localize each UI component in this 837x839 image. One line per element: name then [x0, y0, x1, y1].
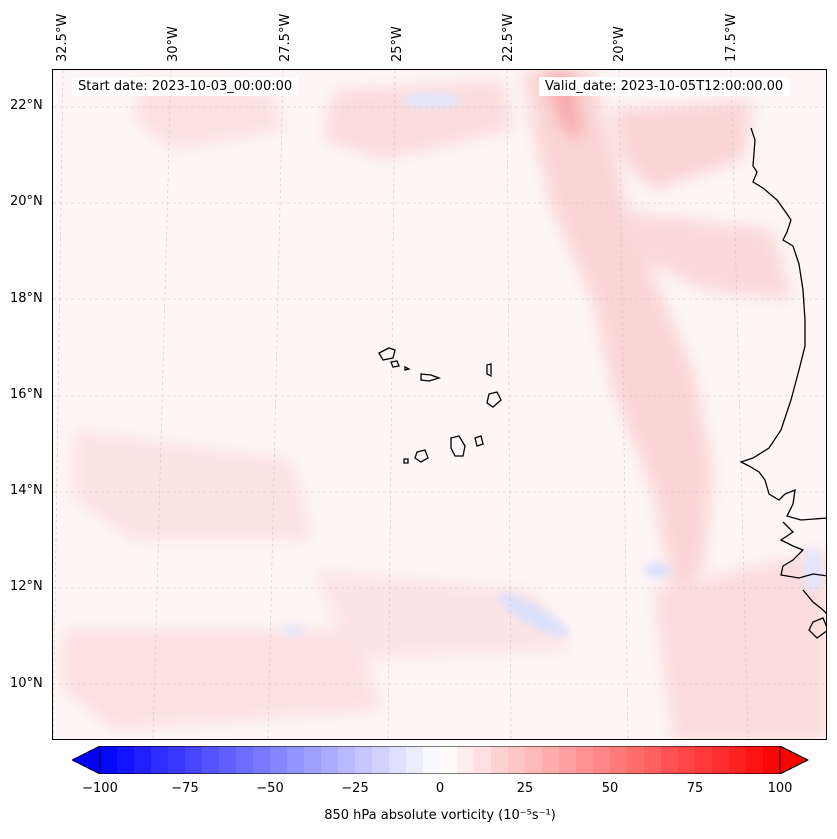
- colorbar-cell: [338, 746, 356, 774]
- colorbar-tick-label: −25: [341, 781, 369, 796]
- colorbar-cell: [729, 746, 747, 774]
- colorbar-cell: [372, 746, 390, 774]
- colorbar-tick-label: 100: [767, 781, 793, 796]
- colorbar-cell: [219, 746, 237, 774]
- latitude-label: 12°N: [10, 579, 43, 594]
- colorbar-cell: [406, 746, 424, 774]
- colorbar-cell: [168, 746, 186, 774]
- colorbar-cell: [695, 746, 713, 774]
- latitude-label: 18°N: [10, 291, 43, 306]
- colorbar-cell: [236, 746, 254, 774]
- valid-date-label: Valid_date: 2023-10-05T12:00:00.00: [539, 77, 790, 96]
- colorbar-cell: [253, 746, 271, 774]
- colorbar-cell: [474, 746, 492, 774]
- latitude-label: 10°N: [10, 676, 43, 691]
- longitude-label: 22.5°W: [501, 13, 516, 62]
- colorbar-cell: [321, 746, 339, 774]
- colorbar-cell: [610, 746, 628, 774]
- colorbar-cell: [661, 746, 679, 774]
- colorbar-tick-label: −100: [82, 781, 118, 796]
- longitude-label: 30°W: [166, 26, 181, 62]
- gridlines: [53, 70, 826, 739]
- colorbar-cell: [763, 746, 781, 774]
- colorbar-cell: [389, 746, 407, 774]
- longitude-label: 20°W: [612, 26, 627, 62]
- cape-verde-islands: [378, 347, 502, 464]
- colorbar-cell: [202, 746, 220, 774]
- colorbar-cell: [151, 746, 169, 774]
- colorbar-cell: [627, 746, 645, 774]
- colorbar-cell: [304, 746, 322, 774]
- coastline: [739, 127, 826, 639]
- vorticity-map: [53, 70, 826, 739]
- colorbar-cell: [644, 746, 662, 774]
- colorbar-cell: [100, 746, 118, 774]
- vorticity-field: [63, 70, 826, 739]
- colorbar-tick-label: 50: [601, 781, 619, 796]
- longitude-label: 32.5°W: [55, 13, 70, 62]
- colorbar-cell: [457, 746, 475, 774]
- colorbar-cell: [542, 746, 560, 774]
- colorbar-cell: [593, 746, 611, 774]
- longitude-label: 25°W: [390, 26, 405, 62]
- colorbar-cell: [576, 746, 594, 774]
- colorbar-cell: [559, 746, 577, 774]
- colorbar-tick-label: −75: [171, 781, 199, 796]
- colorbar-tick-label: 0: [435, 781, 445, 796]
- latitude-label: 22°N: [10, 98, 43, 113]
- latitude-label: 14°N: [10, 483, 43, 498]
- colorbar-cell: [355, 746, 373, 774]
- negative-vorticity-patches: [281, 92, 823, 637]
- colorbar-cell: [678, 746, 696, 774]
- colorbar-extend-min: [72, 746, 101, 774]
- colorbar: [72, 746, 810, 774]
- start-date-label: Start date: 2023-10-03_00:00:00: [72, 77, 299, 96]
- latitude-label: 16°N: [10, 387, 43, 402]
- colorbar-tick-label: 75: [686, 781, 704, 796]
- colorbar-cell: [491, 746, 509, 774]
- colorbar-cell: [508, 746, 526, 774]
- latitude-label: 20°N: [10, 194, 43, 209]
- colorbar-cell: [287, 746, 305, 774]
- colorbar-tick-label: 25: [516, 781, 534, 796]
- colorbar-cell: [440, 746, 458, 774]
- longitude-label: 27.5°W: [278, 13, 293, 62]
- longitude-label: 17.5°W: [724, 13, 739, 62]
- colorbar-label: 850 hPa absolute vorticity (10⁻⁵s⁻¹): [324, 808, 556, 823]
- map-panel: [52, 69, 827, 740]
- colorbar-tick-label: −50: [256, 781, 284, 796]
- colorbar-cell: [270, 746, 288, 774]
- colorbar-cell: [117, 746, 135, 774]
- colorbar-cell: [712, 746, 730, 774]
- colorbar-cell: [185, 746, 203, 774]
- colorbar-extend-max: [779, 746, 810, 774]
- colorbar-cell: [423, 746, 441, 774]
- colorbar-cell: [134, 746, 152, 774]
- colorbar-cell: [746, 746, 764, 774]
- colorbar-cell: [525, 746, 543, 774]
